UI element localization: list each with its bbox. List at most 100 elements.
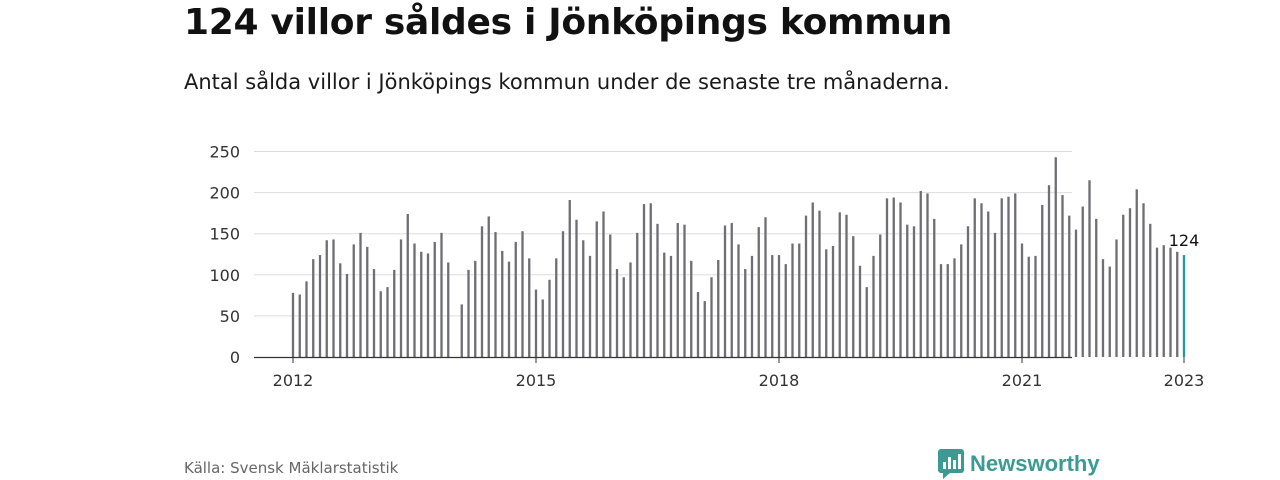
bar — [399, 239, 403, 357]
bar — [926, 193, 929, 357]
brand-name: Newsworthy — [970, 451, 1100, 476]
bar — [372, 269, 376, 357]
bar — [298, 294, 301, 357]
bar — [912, 226, 916, 357]
bar — [858, 265, 862, 357]
bar — [507, 261, 511, 357]
bar — [791, 243, 794, 357]
x-tick-label: 2015 — [516, 371, 557, 390]
chart-subtitle: Antal sålda villor i Jönköpings kommun u… — [184, 70, 950, 94]
bar — [1054, 157, 1057, 357]
bar — [1068, 215, 1071, 357]
bar — [602, 211, 605, 357]
bar — [764, 217, 767, 357]
bar — [831, 246, 835, 357]
bar — [629, 262, 632, 357]
bar — [919, 190, 922, 357]
newsworthy-logo-icon — [938, 449, 964, 479]
bar — [609, 234, 612, 357]
y-tick-label: 0 — [230, 348, 240, 367]
bar — [993, 232, 997, 357]
bar — [784, 264, 787, 357]
bar — [683, 224, 686, 357]
bar — [636, 232, 639, 357]
bar — [1108, 266, 1111, 357]
bar — [744, 269, 747, 357]
bar — [1115, 239, 1118, 357]
bar — [804, 215, 808, 357]
bar-highlight — [1182, 255, 1186, 357]
bar — [899, 202, 902, 357]
bar — [946, 264, 949, 357]
bar — [953, 258, 956, 357]
bar — [568, 200, 571, 357]
chart-title: 124 villor såldes i Jönköpings kommun — [184, 2, 953, 43]
bar — [406, 213, 409, 357]
bar — [561, 231, 565, 357]
bar — [703, 301, 706, 357]
last-value-label: 124 — [1169, 231, 1200, 250]
bar — [1155, 247, 1159, 357]
bar — [737, 244, 740, 357]
y-tick-label: 150 — [209, 225, 240, 244]
bar — [818, 210, 821, 357]
bar — [1020, 243, 1024, 357]
bar — [1027, 256, 1030, 357]
bar — [777, 255, 781, 357]
bar — [676, 223, 679, 357]
bar — [291, 292, 295, 357]
bar — [710, 277, 713, 357]
y-tick-label: 250 — [209, 143, 240, 162]
bar — [852, 236, 855, 357]
bar — [386, 287, 389, 357]
bar — [811, 202, 814, 357]
bar — [723, 225, 727, 357]
bar — [501, 250, 504, 357]
x-tick-label: 2012 — [273, 371, 314, 390]
bar — [987, 211, 990, 357]
bar — [825, 249, 828, 357]
brand-logo[interactable]: Newsworthy — [938, 449, 1100, 479]
bar — [366, 246, 369, 357]
bar — [933, 218, 936, 357]
x-tick-label: 2023 — [1164, 371, 1205, 390]
bars — [291, 157, 1186, 357]
bar — [1047, 185, 1051, 357]
x-tick-label: 2021 — [1002, 371, 1043, 390]
bar — [615, 269, 619, 357]
bar — [1014, 193, 1017, 357]
bar — [1149, 223, 1152, 357]
bar — [1041, 204, 1044, 357]
bar — [1007, 196, 1010, 357]
bar — [690, 260, 693, 357]
bar — [460, 304, 463, 357]
bar — [1081, 206, 1084, 357]
bar — [359, 232, 362, 357]
bar — [1176, 251, 1179, 357]
bar — [1122, 214, 1125, 357]
bar — [879, 234, 882, 357]
bar — [1169, 247, 1172, 357]
bar — [973, 198, 976, 357]
bar — [892, 197, 895, 357]
bar — [480, 226, 484, 357]
bar — [339, 263, 342, 357]
bar — [474, 260, 477, 357]
bar — [433, 241, 436, 357]
bar — [420, 251, 423, 357]
bar — [757, 227, 760, 357]
y-axis-ticks: 0 50 100 150 200 250 — [209, 143, 240, 368]
bar — [440, 232, 443, 357]
bar — [663, 252, 666, 357]
gridlines — [254, 151, 1072, 317]
bar — [1095, 218, 1098, 357]
bar — [885, 198, 889, 357]
bar — [730, 223, 733, 357]
bar — [487, 216, 490, 357]
bar — [541, 299, 544, 357]
bar — [426, 253, 430, 357]
bar — [960, 244, 963, 357]
annotations: 124 — [1169, 231, 1200, 250]
bar — [494, 232, 497, 357]
y-tick-label: 50 — [220, 307, 240, 326]
